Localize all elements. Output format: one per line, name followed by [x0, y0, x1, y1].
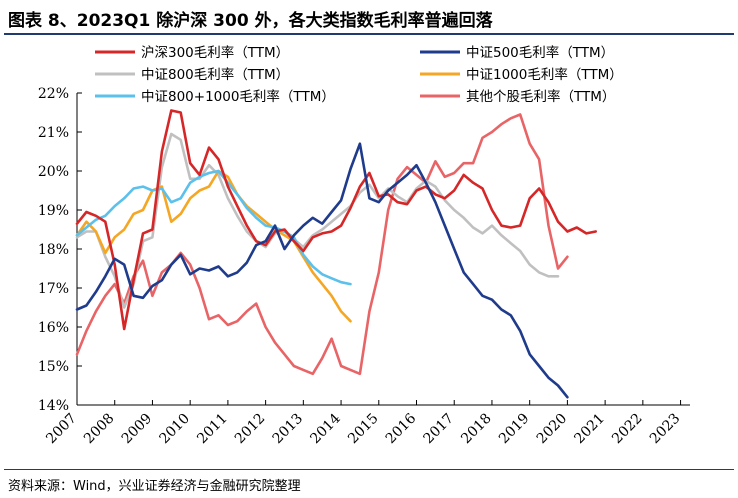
x-tick-label: 2009: [119, 411, 156, 448]
series-line-4: [75, 169, 352, 286]
x-tick-label: 2016: [383, 410, 420, 447]
series-line-0: [75, 109, 597, 331]
y-tick-label: 18%: [38, 242, 69, 258]
legend-label: 中证800毛利率（TTM）: [141, 66, 289, 83]
legend-label: 中证500毛利率（TTM）: [466, 44, 614, 61]
x-tick-label: 2018: [458, 411, 495, 448]
y-tick-label: 22%: [38, 86, 69, 102]
y-tick-label: 14%: [38, 398, 69, 414]
legend-label: 中证1000毛利率（TTM）: [466, 66, 623, 83]
y-tick-label: 17%: [38, 281, 69, 297]
series-line-3: [75, 169, 352, 323]
x-tick-label: 2015: [345, 411, 382, 448]
legend-label: 中证800+1000毛利率（TTM）: [141, 88, 335, 105]
x-tick-label: 2007: [43, 411, 80, 448]
chart-title: 图表 8、2023Q1 除沪深 300 外，各大类指数毛利率普遍回落: [8, 11, 493, 31]
chart-legend: 沪深300毛利率（TTM） 中证500毛利率（TTM） 中证800毛利率（TTM） 中…: [95, 44, 623, 105]
source-note: 资料来源：Wind，兴业证券经济与金融研究院整理: [8, 479, 301, 494]
x-tick-label: 2008: [81, 411, 118, 448]
y-tick-label: 16%: [38, 320, 69, 336]
x-tick-label: 2021: [571, 411, 608, 448]
legend-label: 沪深300毛利率（TTM）: [141, 44, 289, 61]
y-tick-label: 20%: [38, 164, 69, 180]
x-tick-label: 2023: [647, 411, 684, 448]
x-tick-label: 2020: [534, 411, 571, 448]
legend-label: 其他个股毛利率（TTM）: [466, 88, 615, 105]
y-tick-label: 15%: [38, 359, 69, 375]
x-tick-label: 2022: [609, 411, 646, 448]
x-tick-label: 2011: [194, 411, 231, 448]
source-divider: [4, 469, 734, 470]
chart-title-bar: 图表 8、2023Q1 除沪深 300 外，各大类指数毛利率普遍回落: [4, 0, 734, 35]
x-tick-label: 2010: [156, 411, 193, 448]
series-line-2: [75, 132, 560, 309]
y-tick-label: 21%: [38, 125, 69, 141]
title-divider: [4, 33, 734, 35]
x-tick-label: 2017: [421, 411, 458, 448]
x-tick-label: 2013: [270, 411, 307, 448]
chart-series: [75, 109, 597, 399]
series-line-1: [75, 142, 569, 399]
x-tick-label: 2019: [496, 411, 533, 448]
y-tick-label: 19%: [38, 203, 69, 219]
x-tick-label: 2014: [307, 410, 344, 447]
x-tick-label: 2012: [232, 411, 269, 448]
series-line-5: [75, 113, 569, 376]
